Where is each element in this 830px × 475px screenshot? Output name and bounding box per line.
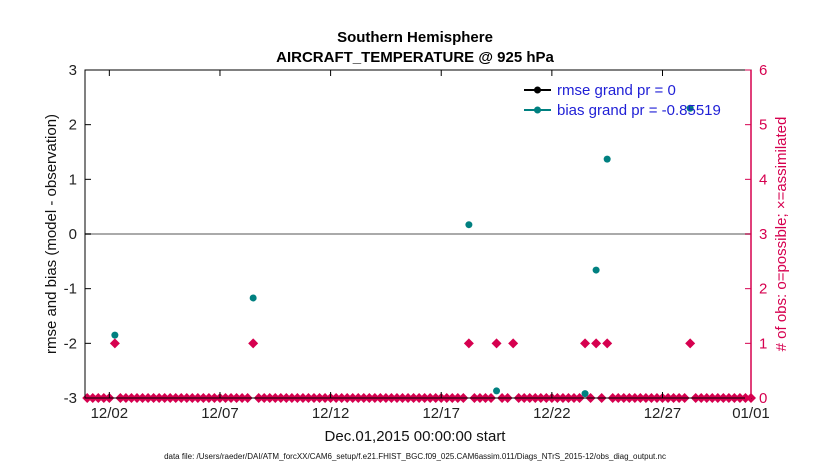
obs-count-marker (508, 338, 519, 349)
y-axis-label-right: # of obs: o=possible; ×=assimilated (773, 117, 790, 352)
chart-subtitle: AIRCRAFT_TEMPERATURE @ 925 hPa (276, 49, 554, 66)
x-axis-label: Dec.01,2015 00:00:00 start (325, 428, 507, 445)
bias-point (603, 155, 611, 163)
y-tick-label: 1 (69, 171, 77, 188)
y-tick-label: 3 (69, 62, 77, 79)
obs-count-marker (491, 338, 502, 349)
y-axis-right: 0 1 2 3 4 5 6 (745, 62, 767, 407)
x-tick-label: 12/17 (422, 405, 460, 422)
y-right-tick-label: 4 (759, 171, 767, 188)
legend-marker-rmse (534, 86, 541, 94)
x-tick-label: 12/12 (312, 405, 350, 422)
legend-label-bias: bias grand pr = -0.85519 (557, 102, 721, 119)
obs-count-marker (248, 338, 259, 349)
bias-point (581, 390, 589, 398)
y-right-tick-label: 1 (759, 335, 767, 352)
x-tick-label: 01/01 (732, 405, 770, 422)
y-right-tick-label: 6 (759, 62, 767, 79)
obs-count-marker (580, 338, 591, 349)
bias-point (592, 266, 600, 274)
bias-point (111, 331, 119, 339)
x-tick-label: 12/07 (201, 405, 239, 422)
y-tick-label: -1 (64, 281, 77, 298)
legend-marker-bias (534, 106, 541, 114)
y-right-tick-label: 5 (759, 117, 767, 134)
y-right-tick-label: 0 (759, 390, 767, 407)
obs-count-marker (591, 338, 602, 349)
y-axis-label: rmse and bias (model - observation) (43, 114, 60, 354)
legend: rmse grand pr = 0 bias grand pr = -0.8551… (524, 82, 721, 119)
data-file-note: data file: /Users/raeder/DAI/ATM_forcXX/… (164, 452, 666, 461)
y-tick-label: 0 (69, 226, 77, 243)
x-tick-label: 12/22 (533, 405, 571, 422)
obs-count-marker (602, 338, 613, 349)
chart-title: Southern Hemisphere (337, 29, 493, 46)
bias-point (249, 294, 257, 302)
obs-count-marker (463, 338, 474, 349)
legend-label-rmse: rmse grand pr = 0 (557, 82, 676, 99)
y-tick-label: 2 (69, 117, 77, 134)
obs-count-marker (685, 338, 696, 349)
y-right-tick-label: 3 (759, 226, 767, 243)
y-axis-left: -3 -2 -1 0 1 2 3 (64, 62, 91, 407)
x-tick-label: 12/27 (644, 405, 682, 422)
bias-point (465, 221, 473, 229)
bias-layer (111, 104, 694, 398)
bias-point (493, 387, 501, 395)
y-tick-label: -2 (64, 335, 77, 352)
x-axis: 12/02 12/07 12/12 12/17 12/22 12/27 01/01 (91, 70, 770, 422)
y-tick-label: -3 (64, 390, 77, 407)
y-right-tick-label: 2 (759, 281, 767, 298)
obs-count-layer (82, 338, 756, 403)
bias-point (686, 104, 694, 112)
obs-count-marker (109, 338, 120, 349)
x-tick-label: 12/02 (91, 405, 129, 422)
